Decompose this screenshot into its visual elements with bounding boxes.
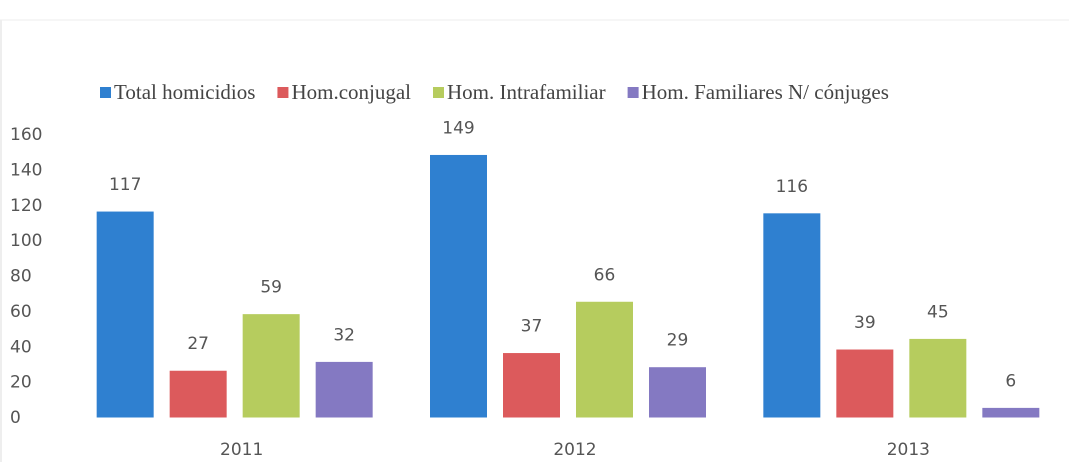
value-label: 45 [927, 302, 949, 322]
bar [762, 212, 822, 419]
value-label: 117 [109, 175, 141, 195]
y-tick-label: 120 [10, 196, 42, 216]
legend-label: Hom. Intrafamiliar [447, 80, 606, 104]
bar [429, 153, 488, 419]
bar [908, 337, 968, 419]
bar [168, 369, 228, 419]
x-tick-label: 2011 [220, 440, 263, 460]
x-tick-label: 2013 [887, 440, 930, 460]
value-label: 6 [1005, 371, 1016, 391]
legend-swatch [277, 87, 289, 98]
value-label: 29 [667, 331, 689, 351]
value-label: 116 [776, 177, 808, 197]
legend-swatch [433, 87, 444, 98]
x-tick-label: 2012 [553, 440, 596, 460]
value-label: 37 [521, 317, 543, 337]
y-tick-label: 140 [10, 160, 42, 180]
bar [575, 300, 634, 419]
bar [502, 352, 561, 419]
value-label: 39 [854, 313, 876, 333]
y-tick-label: 80 [10, 267, 32, 287]
bar [241, 313, 301, 419]
y-tick-label: 20 [10, 373, 32, 393]
legend-swatch [627, 87, 639, 98]
legend-swatch [100, 87, 111, 98]
bar [835, 348, 895, 419]
value-label: 27 [187, 334, 209, 354]
value-label: 59 [260, 278, 282, 298]
bar [95, 210, 155, 419]
legend-label: Hom. Familiares N/ cónjuges [642, 80, 889, 104]
y-tick-label: 40 [10, 337, 32, 357]
legend-label: Hom.conjugal [291, 80, 411, 104]
value-label: 32 [333, 325, 355, 345]
y-tick-label: 160 [10, 125, 42, 145]
y-tick-label: 100 [10, 231, 42, 251]
legend-label: Total homicidios [114, 80, 255, 104]
value-label: 149 [442, 118, 474, 138]
value-label: 66 [594, 265, 616, 285]
y-tick-label: 0 [10, 408, 21, 428]
bar [648, 366, 707, 419]
bar [981, 406, 1041, 419]
y-tick-label: 60 [10, 302, 32, 322]
bar [314, 360, 374, 419]
